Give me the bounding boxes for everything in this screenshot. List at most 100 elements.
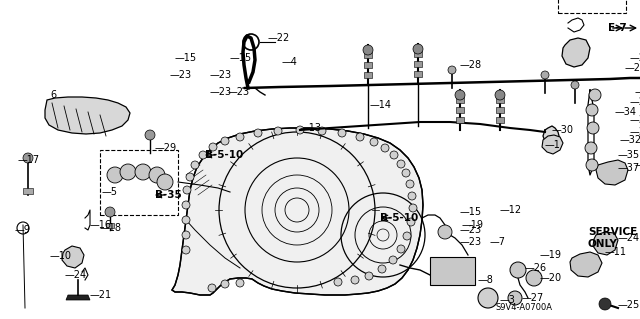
Text: —33: —33: [635, 160, 640, 170]
Circle shape: [541, 71, 549, 79]
Text: —18: —18: [100, 223, 122, 233]
Circle shape: [510, 262, 526, 278]
Circle shape: [274, 127, 282, 135]
Text: —37: —37: [618, 163, 640, 173]
Polygon shape: [542, 135, 563, 154]
Bar: [414, 61, 422, 67]
Text: S9V4-A0700A: S9V4-A0700A: [496, 302, 553, 311]
Bar: [364, 52, 372, 58]
Circle shape: [356, 133, 364, 141]
Text: —19: —19: [540, 250, 562, 260]
Text: —8: —8: [478, 275, 494, 285]
Bar: [414, 71, 422, 77]
Circle shape: [585, 142, 597, 154]
Circle shape: [182, 201, 190, 209]
Text: —10: —10: [50, 251, 72, 261]
Circle shape: [409, 204, 417, 212]
Text: —28: —28: [460, 60, 482, 70]
Text: —31: —31: [635, 87, 640, 97]
Circle shape: [221, 280, 229, 288]
Circle shape: [182, 231, 190, 239]
Text: —23: —23: [170, 70, 192, 80]
Circle shape: [149, 167, 165, 183]
Bar: [364, 72, 372, 78]
Text: —23: —23: [210, 70, 232, 80]
Circle shape: [586, 159, 598, 171]
Circle shape: [397, 245, 405, 253]
Text: B-5-10: B-5-10: [205, 150, 243, 160]
Text: —16: —16: [90, 220, 112, 230]
Circle shape: [448, 66, 456, 74]
Text: —27: —27: [522, 293, 544, 303]
Bar: [496, 117, 504, 123]
Text: —3: —3: [500, 295, 516, 305]
Text: —15: —15: [460, 207, 482, 217]
Polygon shape: [172, 128, 423, 295]
Text: —26: —26: [525, 263, 547, 273]
Circle shape: [390, 151, 398, 159]
Text: —9: —9: [15, 225, 31, 235]
Circle shape: [183, 186, 191, 194]
Circle shape: [186, 173, 194, 181]
Text: —32: —32: [620, 135, 640, 145]
Circle shape: [182, 246, 190, 254]
Circle shape: [389, 256, 397, 264]
Circle shape: [145, 130, 155, 140]
Circle shape: [365, 272, 373, 280]
Circle shape: [403, 232, 411, 240]
Text: —15: —15: [175, 53, 197, 63]
Circle shape: [402, 169, 410, 177]
Circle shape: [182, 216, 190, 224]
Circle shape: [296, 126, 304, 134]
Text: —17: —17: [18, 155, 40, 165]
Circle shape: [455, 90, 465, 100]
Bar: [496, 107, 504, 113]
Circle shape: [587, 122, 599, 134]
Polygon shape: [562, 38, 590, 67]
Circle shape: [157, 174, 173, 190]
Polygon shape: [543, 126, 560, 152]
Circle shape: [236, 133, 244, 141]
Circle shape: [381, 144, 389, 152]
Text: —23: —23: [210, 87, 232, 97]
Text: —19: —19: [462, 220, 484, 230]
Text: —24: —24: [618, 233, 640, 243]
Text: —20: —20: [540, 273, 562, 283]
Text: —23: —23: [460, 225, 482, 235]
Text: B-5-10: B-5-10: [380, 213, 419, 223]
Bar: [456, 97, 464, 103]
Polygon shape: [45, 97, 130, 134]
Text: 6: 6: [50, 90, 56, 100]
Text: B-35: B-35: [155, 190, 182, 200]
Polygon shape: [593, 232, 618, 255]
Circle shape: [363, 45, 373, 55]
Circle shape: [135, 164, 151, 180]
Text: —28: —28: [625, 63, 640, 73]
Text: —37: —37: [630, 127, 640, 137]
Polygon shape: [570, 252, 602, 277]
Text: —2: —2: [630, 53, 640, 63]
Text: —12: —12: [500, 205, 522, 215]
Circle shape: [107, 167, 123, 183]
Circle shape: [199, 151, 207, 159]
Text: —5: —5: [102, 187, 118, 197]
Bar: [558, 0, 626, 13]
Bar: [456, 107, 464, 113]
Text: —24: —24: [65, 270, 87, 280]
Circle shape: [526, 270, 542, 286]
Polygon shape: [596, 160, 628, 185]
Circle shape: [599, 298, 611, 310]
Text: —25: —25: [618, 300, 640, 310]
Text: E-7: E-7: [608, 23, 627, 33]
Text: —29: —29: [155, 143, 177, 153]
Polygon shape: [62, 246, 84, 268]
Text: —13: —13: [300, 123, 322, 133]
Text: —36: —36: [630, 115, 640, 125]
Circle shape: [254, 129, 262, 137]
Circle shape: [338, 129, 346, 137]
Circle shape: [508, 291, 522, 305]
Text: —34: —34: [615, 107, 637, 117]
Text: —14: —14: [370, 100, 392, 110]
Circle shape: [408, 192, 416, 200]
Circle shape: [221, 137, 229, 145]
